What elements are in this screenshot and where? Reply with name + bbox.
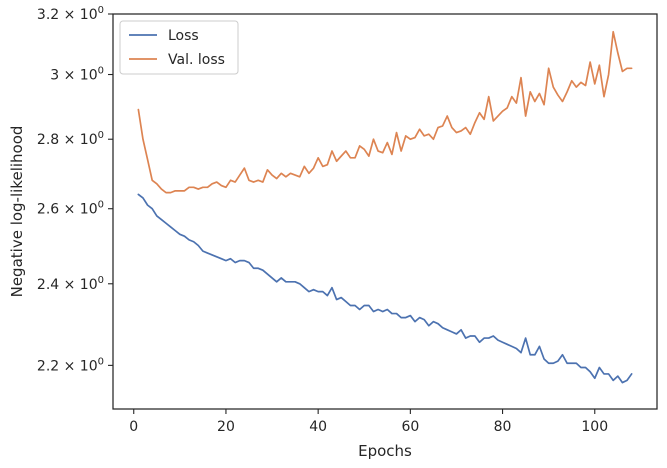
y-tick-mantissa: 2.6 (37, 202, 59, 218)
x-axis: 0 20 40 60 80 100 (129, 409, 608, 435)
series-layer (137, 30, 633, 384)
legend-label: Loss (168, 28, 199, 44)
y-tick-exponent: 0 (98, 275, 104, 286)
x-tick-label: 20 (217, 419, 235, 435)
y-tick-exponent: 0 (98, 200, 104, 211)
y-tick-mantissa: 2.2 (37, 358, 59, 374)
y-tick-times-ten: × 10 (59, 7, 97, 23)
axes-frame (112, 13, 658, 410)
y-tick-exponent: 0 (98, 356, 104, 367)
y-tick-exponent: 0 (98, 130, 104, 141)
x-tick-label: 40 (309, 419, 327, 435)
y-tick-exponent: 0 (98, 5, 104, 16)
x-tick-label: 0 (129, 419, 138, 435)
y-tick-mantissa: 2.4 (37, 277, 59, 293)
y-tick-label: 3 × 100 (50, 66, 104, 84)
series-line-loss (137, 193, 633, 384)
y-tick-exponent: 0 (98, 66, 104, 77)
y-tick-label: 2.4 × 100 (37, 275, 104, 293)
y-tick-label: 2.6 × 100 (37, 200, 104, 218)
y-tick-mantissa: 3.2 (37, 7, 59, 23)
x-axis-label: Epochs (358, 442, 412, 460)
series-line-val-loss (137, 30, 633, 194)
y-tick-times-ten: × 10 (59, 358, 97, 374)
y-tick-label: 3.2 × 100 (37, 5, 104, 23)
legend-label: Val. loss (168, 52, 225, 68)
x-tick-label: 100 (581, 419, 608, 435)
y-tick-times-ten: × 10 (59, 277, 97, 293)
y-tick-mantissa: 3 (50, 68, 59, 84)
y-tick-label: 2.2 × 100 (37, 356, 104, 374)
y-tick-times-ten: × 10 (59, 202, 97, 218)
x-tick-label: 80 (494, 419, 512, 435)
legend: Loss Val. loss (119, 20, 239, 75)
y-axis-label: Negative log-likelihood (8, 126, 26, 298)
y-tick-mantissa: 2.8 (37, 132, 59, 148)
y-tick-times-ten: × 10 (59, 68, 97, 84)
y-tick-times-ten: × 10 (59, 132, 97, 148)
x-tick-label: 60 (401, 419, 419, 435)
y-tick-label: 2.8 × 100 (37, 130, 104, 148)
